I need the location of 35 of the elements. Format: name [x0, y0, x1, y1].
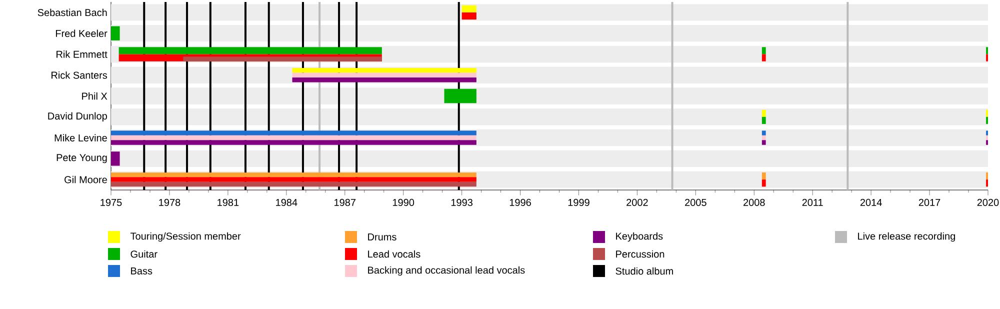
x-tick-label: 1987	[334, 198, 356, 206]
x-tick-label: 1990	[392, 198, 414, 206]
legend-label: Drums	[368, 233, 396, 240]
x-tick-label: 1999	[568, 198, 590, 206]
x-tick-label: 2008	[744, 198, 765, 206]
legend-label: Live release recording	[858, 232, 955, 242]
x-tick-label: 2011	[802, 198, 823, 206]
y-tick-label: Pete Young	[56, 154, 107, 164]
x-tick-label: 1978	[159, 198, 180, 206]
y-tick-label: Rick Santers	[52, 71, 108, 79]
x-tick-label: 1993	[451, 198, 472, 206]
y-tick-label: Sebastian Bach	[38, 8, 107, 16]
x-tick-label: 2017	[918, 198, 940, 206]
legend-label: Guitar	[130, 250, 158, 258]
x-tick-label: 2020	[977, 198, 999, 206]
y-tick-label: David Dunlop	[48, 112, 107, 122]
legend-label: Lead vocals	[368, 250, 420, 258]
y-tick-label: Gil Moore	[64, 176, 107, 184]
y-tick-label: Fred Keeler	[56, 30, 108, 38]
x-tick-label: 2005	[685, 198, 706, 206]
legend-label: Backing and occasional lead vocals	[368, 266, 525, 276]
legend-label: Percussion	[616, 250, 664, 258]
x-tick-label: 1984	[276, 198, 298, 206]
y-tick-label: Phil X	[82, 92, 108, 100]
x-tick-label: 1975	[100, 198, 122, 206]
x-tick-label: 1996	[510, 198, 531, 206]
legend-label: Bass	[131, 267, 152, 274]
x-tick-label: 2014	[860, 198, 882, 206]
x-tick-label: 1981	[218, 198, 239, 206]
legend-label: Studio album	[616, 267, 673, 275]
y-tick-label: Rik Emmett	[56, 50, 108, 58]
legend-label: Keyboards	[616, 232, 663, 242]
y-tick-label: Mike Levine	[54, 134, 107, 142]
x-tick-label: 2002	[626, 198, 648, 206]
legend-label: Touring/Session member	[130, 232, 241, 242]
